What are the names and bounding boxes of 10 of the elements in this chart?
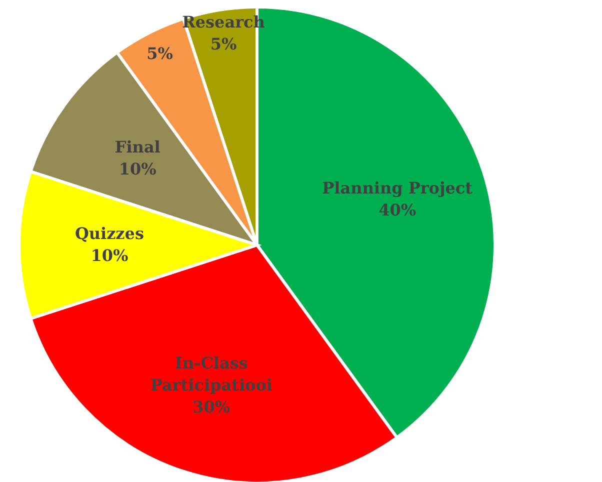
data-label: 10% bbox=[118, 159, 156, 178]
slice-label: Quizzes bbox=[74, 224, 144, 243]
slice-label: In-Class Participatiooi bbox=[150, 353, 272, 394]
data-label: 30% bbox=[192, 397, 230, 416]
data-label: 10% bbox=[90, 246, 128, 265]
slice-label: Final bbox=[114, 137, 160, 156]
data-label: 5% bbox=[146, 44, 173, 64]
data-label: 5% bbox=[210, 34, 237, 54]
data-label: 40% bbox=[378, 200, 416, 220]
slice-label: Planning Project bbox=[322, 178, 474, 198]
